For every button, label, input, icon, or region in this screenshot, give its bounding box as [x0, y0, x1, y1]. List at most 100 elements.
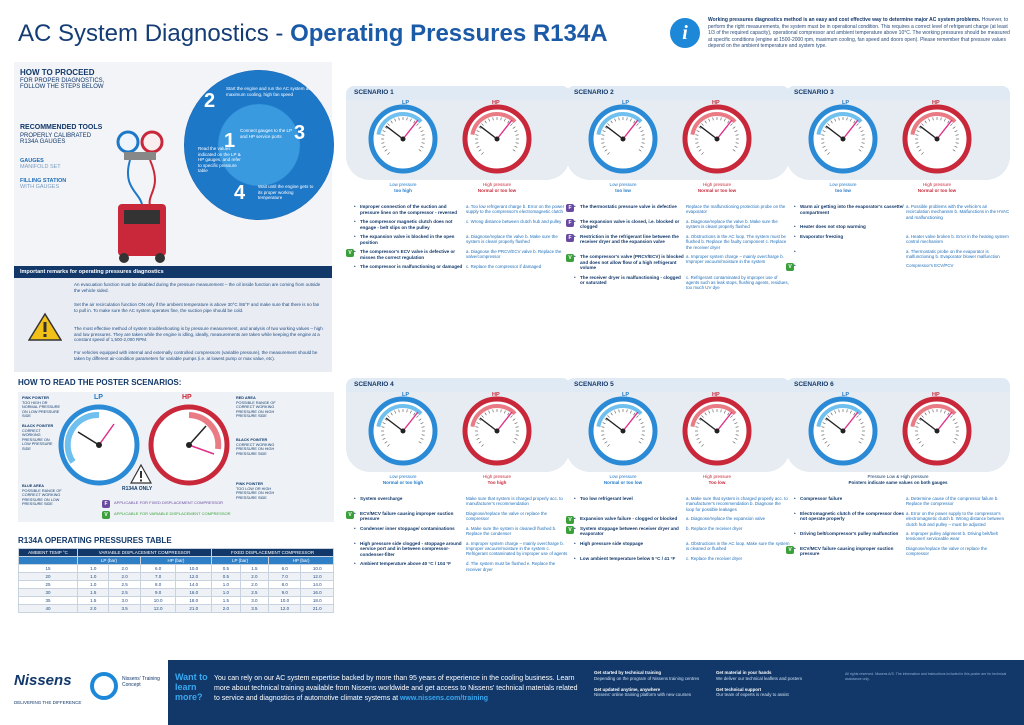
table-cell: 7.0 [139, 572, 177, 581]
table-cell: 10.0 [268, 596, 302, 605]
remedy-text: a. Heater valve broken b. Error in the h… [906, 233, 1009, 245]
lp-label: LP [842, 100, 850, 106]
pressures-table: AMBIENT TEMP °C VARIABLE DISPLACEMENT COM… [17, 548, 334, 613]
remedy-text: a. Improper system charge – mainly overc… [686, 254, 784, 265]
step-text: Read the values indicated on the LP & HP… [198, 146, 241, 173]
nissens-tagline: DELIVERING THE DIFFERENCE [14, 700, 82, 705]
lp-gauge [588, 396, 658, 466]
table-cell: 2.5 [108, 588, 141, 597]
table-cell: 12.0 [175, 572, 213, 581]
hp-status: High pressure Normal or too low [477, 182, 517, 193]
table-cell: 12.0 [139, 604, 177, 613]
diagnosis-row: The receiver dryer is malfunctioning - c… [566, 275, 790, 291]
table-header: AMBIENT TEMP °C [17, 548, 79, 557]
remedy-text [906, 224, 1010, 230]
diagnosis-row: Heater does not stop warming [786, 224, 1010, 230]
scenario-title: SCENARIO 1 [354, 89, 394, 96]
footer-column: Get started by technical training Dependi… [594, 670, 700, 698]
filling-station-label: FILLING STATION WITH GAUGES [20, 178, 67, 190]
scenario-header [566, 378, 790, 392]
table-cell: 14.0 [175, 580, 213, 589]
table-cell: 8.0 [139, 580, 177, 589]
diagnosis-row: VECV/MCV failure causing improper suctio… [346, 510, 570, 522]
scenario-card: SCENARIO 3 LP HP Low pressure too low High pr… [786, 86, 1010, 276]
legend-note: BLACK POINTER CORRECT WORKING PRESSURE ON… [236, 438, 275, 456]
lp-status: Low pressure too low [829, 182, 857, 193]
cause-text [786, 263, 906, 269]
table-cell: 0.5 [211, 572, 241, 581]
diagnosis-row: a. Thermostatic probe on the evaporator … [786, 249, 1010, 260]
cause-text: ECV/MCV failure causing improper suction… [786, 546, 906, 557]
lp-gauge [368, 104, 438, 174]
gauges-and-station-illustration [116, 130, 166, 263]
table-cell: 1.5 [77, 588, 110, 597]
hp-label: HP [712, 392, 720, 398]
cause-text: Electromagnetic clutch of the compressor… [786, 511, 906, 527]
lp-status: Low pressure Normal or too low [603, 474, 643, 485]
step-text: Connect gauges to the LP and HP service … [240, 128, 292, 139]
table-row: 15 1.0 2.0 6.0 10.0 0.5 1.5 6.0 10.0 [17, 564, 334, 573]
step-text: Wait until the engine gets to its proper… [258, 184, 314, 200]
table-cell: 1.0 [211, 580, 241, 589]
remedy-text: a. Diagnose/replace the valve b. Make su… [686, 218, 778, 230]
scenario-card: SCENARIO 5 LP HP Low pressure Normal or too … [566, 378, 790, 568]
diagnosis-row: VECV/MCV failure causing improper suctio… [786, 545, 1010, 557]
diagnosis-row: The compressor is malfunctioning or dama… [346, 264, 570, 270]
hp-gauge [682, 104, 752, 174]
diagnosis-row: Improper connection of the suction and p… [346, 204, 570, 215]
lp-gauge [808, 104, 878, 174]
hp-gauge [902, 396, 972, 466]
diagnosis-row: Warm air getting into the evaporator's c… [786, 204, 1010, 220]
remedy-text: Make sure that system is charged properl… [466, 496, 563, 507]
table-cell: 8.0 [268, 580, 302, 589]
table-header: HP (bar) [268, 556, 334, 565]
table-cell: 1.0 [77, 572, 110, 581]
legend-note: BLUE AREA POSSIBLE RANGE OF CORRECT WORKI… [22, 484, 62, 507]
step-number: 3 [294, 122, 306, 144]
scenario-card: SCENARIO 6 LP HP Pressure Low & High pressu… [786, 378, 1010, 568]
diagnosis-row: The expansion valve is blocked in the op… [346, 234, 570, 245]
scenario-title: SCENARIO 2 [574, 89, 614, 96]
cause-text: The receiver dryer is malfunctioning - c… [566, 275, 686, 291]
intro-text: Working pressures diagnostics method is … [708, 17, 1010, 49]
diagnosis-row: VSystem stoppage between receiver dryer … [566, 525, 790, 537]
table-cell: 2.0 [211, 604, 241, 613]
table-cell: 12.0 [268, 604, 302, 613]
hp-status: High pressure Too high [482, 474, 511, 485]
hp-status: High pressure Normal or too low [697, 182, 737, 193]
diagnosis-row: VCompressor's ECV/PCV [786, 263, 1010, 272]
remedy-text: c. Replace the receiver dryer [686, 555, 743, 561]
remedy-text: Diagnose/replace the valve or replace th… [466, 510, 548, 522]
lp-label: LP [94, 394, 103, 401]
table-row: 25 1.0 2.5 8.0 14.0 1.0 2.0 8.0 14.0 [17, 580, 334, 589]
scenario-title: SCENARIO 6 [794, 381, 834, 388]
scenario-header [346, 378, 570, 392]
table-cell: 25 [17, 580, 79, 589]
diagnosis-row: High pressure side clogged - stoppage ar… [346, 541, 570, 558]
table-row: 40 2.0 3.5 12.0 21.0 2.0 3.5 12.0 21.0 [17, 604, 334, 613]
hp-gauge [462, 396, 532, 466]
footer-column: Get material in your hands We deliver our… [716, 670, 803, 698]
table-cell: 1.5 [211, 596, 241, 605]
table-cell: 3.0 [239, 596, 270, 605]
cause-text: System stoppage between receiver dryer a… [566, 526, 686, 537]
diagnosis-row: Electromagnetic clutch of the compressor… [786, 511, 1010, 527]
remedy-text: c. Replace the compressor if damaged [466, 264, 542, 269]
steps-diagram [184, 70, 334, 220]
hp-label: HP [932, 392, 940, 398]
training-concept-label: Nissens' Training Concept [122, 676, 160, 688]
table-cell: 21.0 [175, 604, 213, 613]
training-link[interactable]: www.nissens.com/training [399, 695, 489, 702]
remedy-text: a. Improper system charge – mainly overc… [466, 540, 568, 557]
important-remarks-header: Important remarks for operating pressure… [14, 266, 332, 278]
diagnosis-row: Condenser inner stoppage/ contaminations… [346, 526, 570, 537]
table-cell: 10.0 [139, 596, 177, 605]
training-concept-logo-icon [90, 672, 118, 700]
remedy-text: a. Make sure the system is cleaned/ flus… [466, 525, 557, 537]
diagnosis-list: Improper connection of the suction and p… [346, 204, 570, 274]
step-number: 4 [234, 182, 246, 204]
how-to-read-panel: LP HP PINK POINTER TOO HIGH OR NORMAL PRE… [18, 392, 334, 522]
table-cell: 18.0 [300, 596, 334, 605]
